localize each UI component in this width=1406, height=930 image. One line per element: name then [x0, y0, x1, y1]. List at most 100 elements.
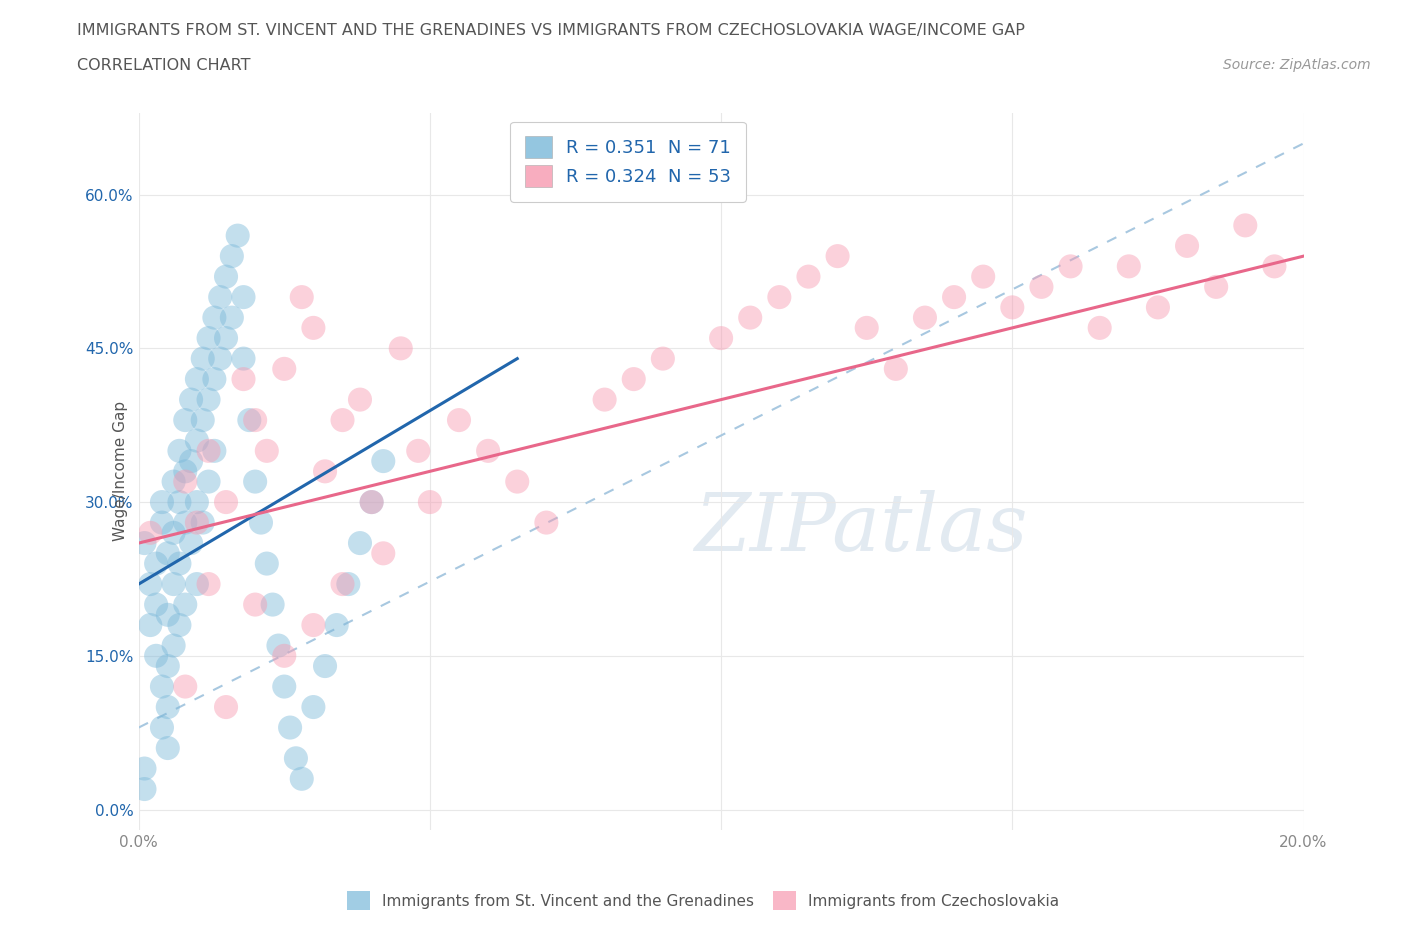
Point: [1001, 300, 1024, 315]
Point: [360, 495, 382, 510]
Point: [243, 474, 266, 489]
Point: [186, 433, 208, 448]
Point: [150, 495, 173, 510]
Point: [180, 454, 202, 469]
Point: [314, 658, 336, 673]
Point: [710, 331, 733, 346]
Point: [506, 474, 529, 489]
Point: [373, 454, 395, 469]
Point: [972, 269, 994, 284]
Point: [740, 311, 762, 325]
Point: [162, 525, 184, 540]
Point: [273, 679, 295, 694]
Point: [232, 372, 254, 387]
Point: [273, 648, 295, 663]
Point: [278, 720, 301, 735]
Point: [162, 577, 184, 591]
Point: [302, 699, 325, 714]
Point: [162, 638, 184, 653]
Point: [162, 474, 184, 489]
Point: [209, 289, 232, 304]
Point: [1263, 259, 1285, 273]
Point: [174, 413, 197, 428]
Point: [145, 556, 167, 571]
Point: [197, 331, 219, 346]
Point: [389, 341, 412, 356]
Y-axis label: Wage/Income Gap: Wage/Income Gap: [112, 401, 128, 541]
Point: [169, 556, 191, 571]
Point: [215, 699, 238, 714]
Text: CORRELATION CHART: CORRELATION CHART: [77, 58, 250, 73]
Point: [884, 362, 907, 377]
Point: [373, 546, 395, 561]
Point: [139, 577, 162, 591]
Point: [914, 311, 936, 325]
Point: [139, 525, 162, 540]
Point: [202, 444, 225, 458]
Point: [314, 464, 336, 479]
Point: [197, 474, 219, 489]
Point: [156, 546, 179, 561]
Point: [215, 495, 238, 510]
Legend: Immigrants from St. Vincent and the Grenadines, Immigrants from Czechoslovakia: Immigrants from St. Vincent and the Gren…: [339, 884, 1067, 918]
Point: [419, 495, 441, 510]
Point: [250, 515, 273, 530]
Point: [186, 495, 208, 510]
Point: [651, 352, 673, 366]
Point: [797, 269, 820, 284]
Point: [827, 248, 849, 263]
Point: [156, 658, 179, 673]
Point: [1118, 259, 1140, 273]
Point: [1088, 321, 1111, 336]
Point: [134, 781, 156, 796]
Point: [360, 495, 382, 510]
Point: [256, 444, 278, 458]
Point: [623, 372, 645, 387]
Text: ZIPatlas: ZIPatlas: [695, 490, 1028, 567]
Point: [169, 444, 191, 458]
Point: [243, 597, 266, 612]
Point: [134, 536, 156, 551]
Legend: R = 0.351  N = 71, R = 0.324  N = 53: R = 0.351 N = 71, R = 0.324 N = 53: [510, 122, 745, 202]
Point: [262, 597, 284, 612]
Point: [145, 597, 167, 612]
Point: [197, 444, 219, 458]
Point: [302, 618, 325, 632]
Point: [221, 248, 243, 263]
Point: [186, 577, 208, 591]
Point: [191, 352, 214, 366]
Point: [145, 648, 167, 663]
Point: [209, 352, 232, 366]
Point: [943, 289, 966, 304]
Point: [150, 679, 173, 694]
Point: [186, 515, 208, 530]
Point: [243, 413, 266, 428]
Point: [349, 392, 371, 407]
Point: [174, 464, 197, 479]
Point: [406, 444, 429, 458]
Point: [593, 392, 616, 407]
Point: [221, 311, 243, 325]
Point: [1147, 300, 1170, 315]
Point: [139, 618, 162, 632]
Point: [174, 515, 197, 530]
Point: [536, 515, 558, 530]
Point: [191, 515, 214, 530]
Point: [150, 515, 173, 530]
Point: [232, 289, 254, 304]
Point: [291, 289, 314, 304]
Point: [191, 413, 214, 428]
Point: [180, 536, 202, 551]
Point: [238, 413, 260, 428]
Point: [1031, 279, 1053, 294]
Point: [477, 444, 499, 458]
Point: [349, 536, 371, 551]
Point: [156, 740, 179, 755]
Point: [332, 413, 354, 428]
Point: [150, 720, 173, 735]
Point: [174, 679, 197, 694]
Point: [1205, 279, 1227, 294]
Point: [256, 556, 278, 571]
Point: [267, 638, 290, 653]
Point: [202, 311, 225, 325]
